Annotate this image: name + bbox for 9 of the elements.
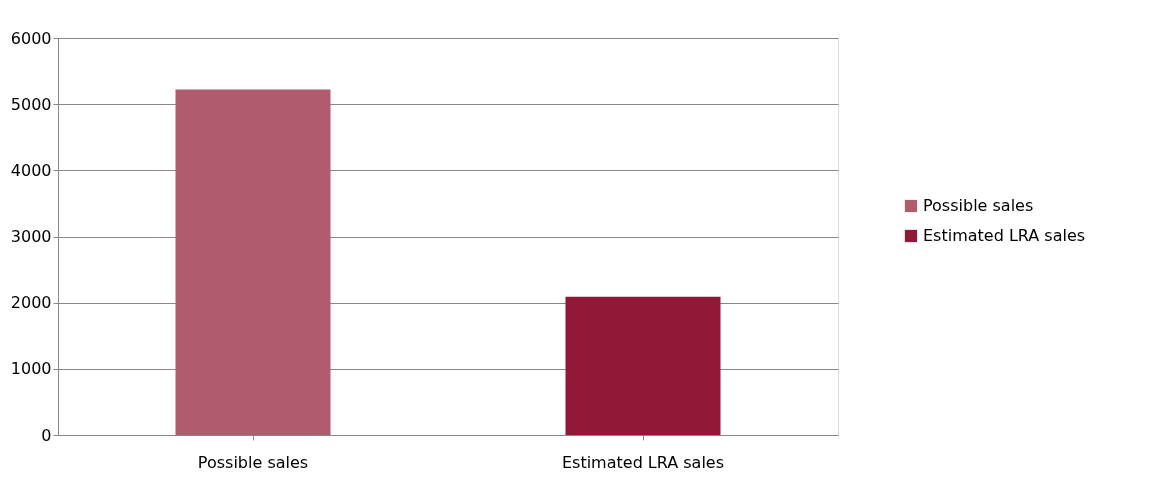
y-tick-label: 2000 <box>10 293 52 313</box>
y-tick-label: 1000 <box>10 359 52 379</box>
y-tick-label: 5000 <box>10 94 52 114</box>
y-tick-label: 0 <box>41 425 52 445</box>
legend-label: Possible sales <box>923 196 1034 215</box>
y-tick-label: 6000 <box>10 28 52 48</box>
y-tick-label: 3000 <box>10 227 52 246</box>
y-tick-label: 4000 <box>10 160 52 180</box>
legend-label: Estimated LRA sales <box>923 226 1086 245</box>
